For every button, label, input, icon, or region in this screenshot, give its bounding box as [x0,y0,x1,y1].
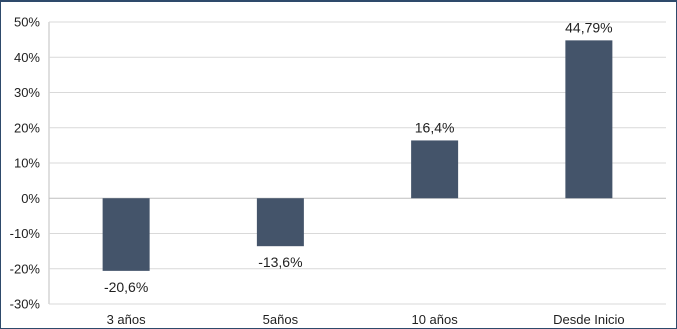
x-category-label: 5años [263,312,299,327]
data-label: -20,6% [104,279,148,295]
data-label: 44,79% [565,19,612,35]
y-tick-label: 10% [14,156,40,171]
bars [102,40,613,271]
bar [102,198,150,271]
y-tick-label: 20% [14,120,40,135]
y-tick-label: 50% [14,15,40,30]
y-tick-label: -30% [10,297,41,312]
y-tick-label: -20% [10,261,41,276]
data-labels: -20,6% -13,6% 16,4% 44,79% [104,19,613,294]
bar [411,140,459,199]
x-category-label: 3 años [107,312,147,327]
grid-layer [48,21,666,305]
x-category-label: Desde Inicio [553,312,625,327]
y-tick-label: 0% [21,191,40,206]
data-label: 16,4% [415,119,455,135]
x-category-label: 10 años [411,312,458,327]
bar [256,198,304,247]
data-label: -13,6% [258,254,302,270]
x-axis-category-labels: 3 años 5años 10 años Desde Inicio [107,312,625,327]
y-axis-tick-labels: 50% 40% 30% 20% 10% 0% -10% -20% -30% [10,15,41,312]
y-tick-label: 40% [14,50,40,65]
y-tick-label: -10% [10,226,41,241]
bar [565,40,613,199]
y-tick-label: 30% [14,85,40,100]
